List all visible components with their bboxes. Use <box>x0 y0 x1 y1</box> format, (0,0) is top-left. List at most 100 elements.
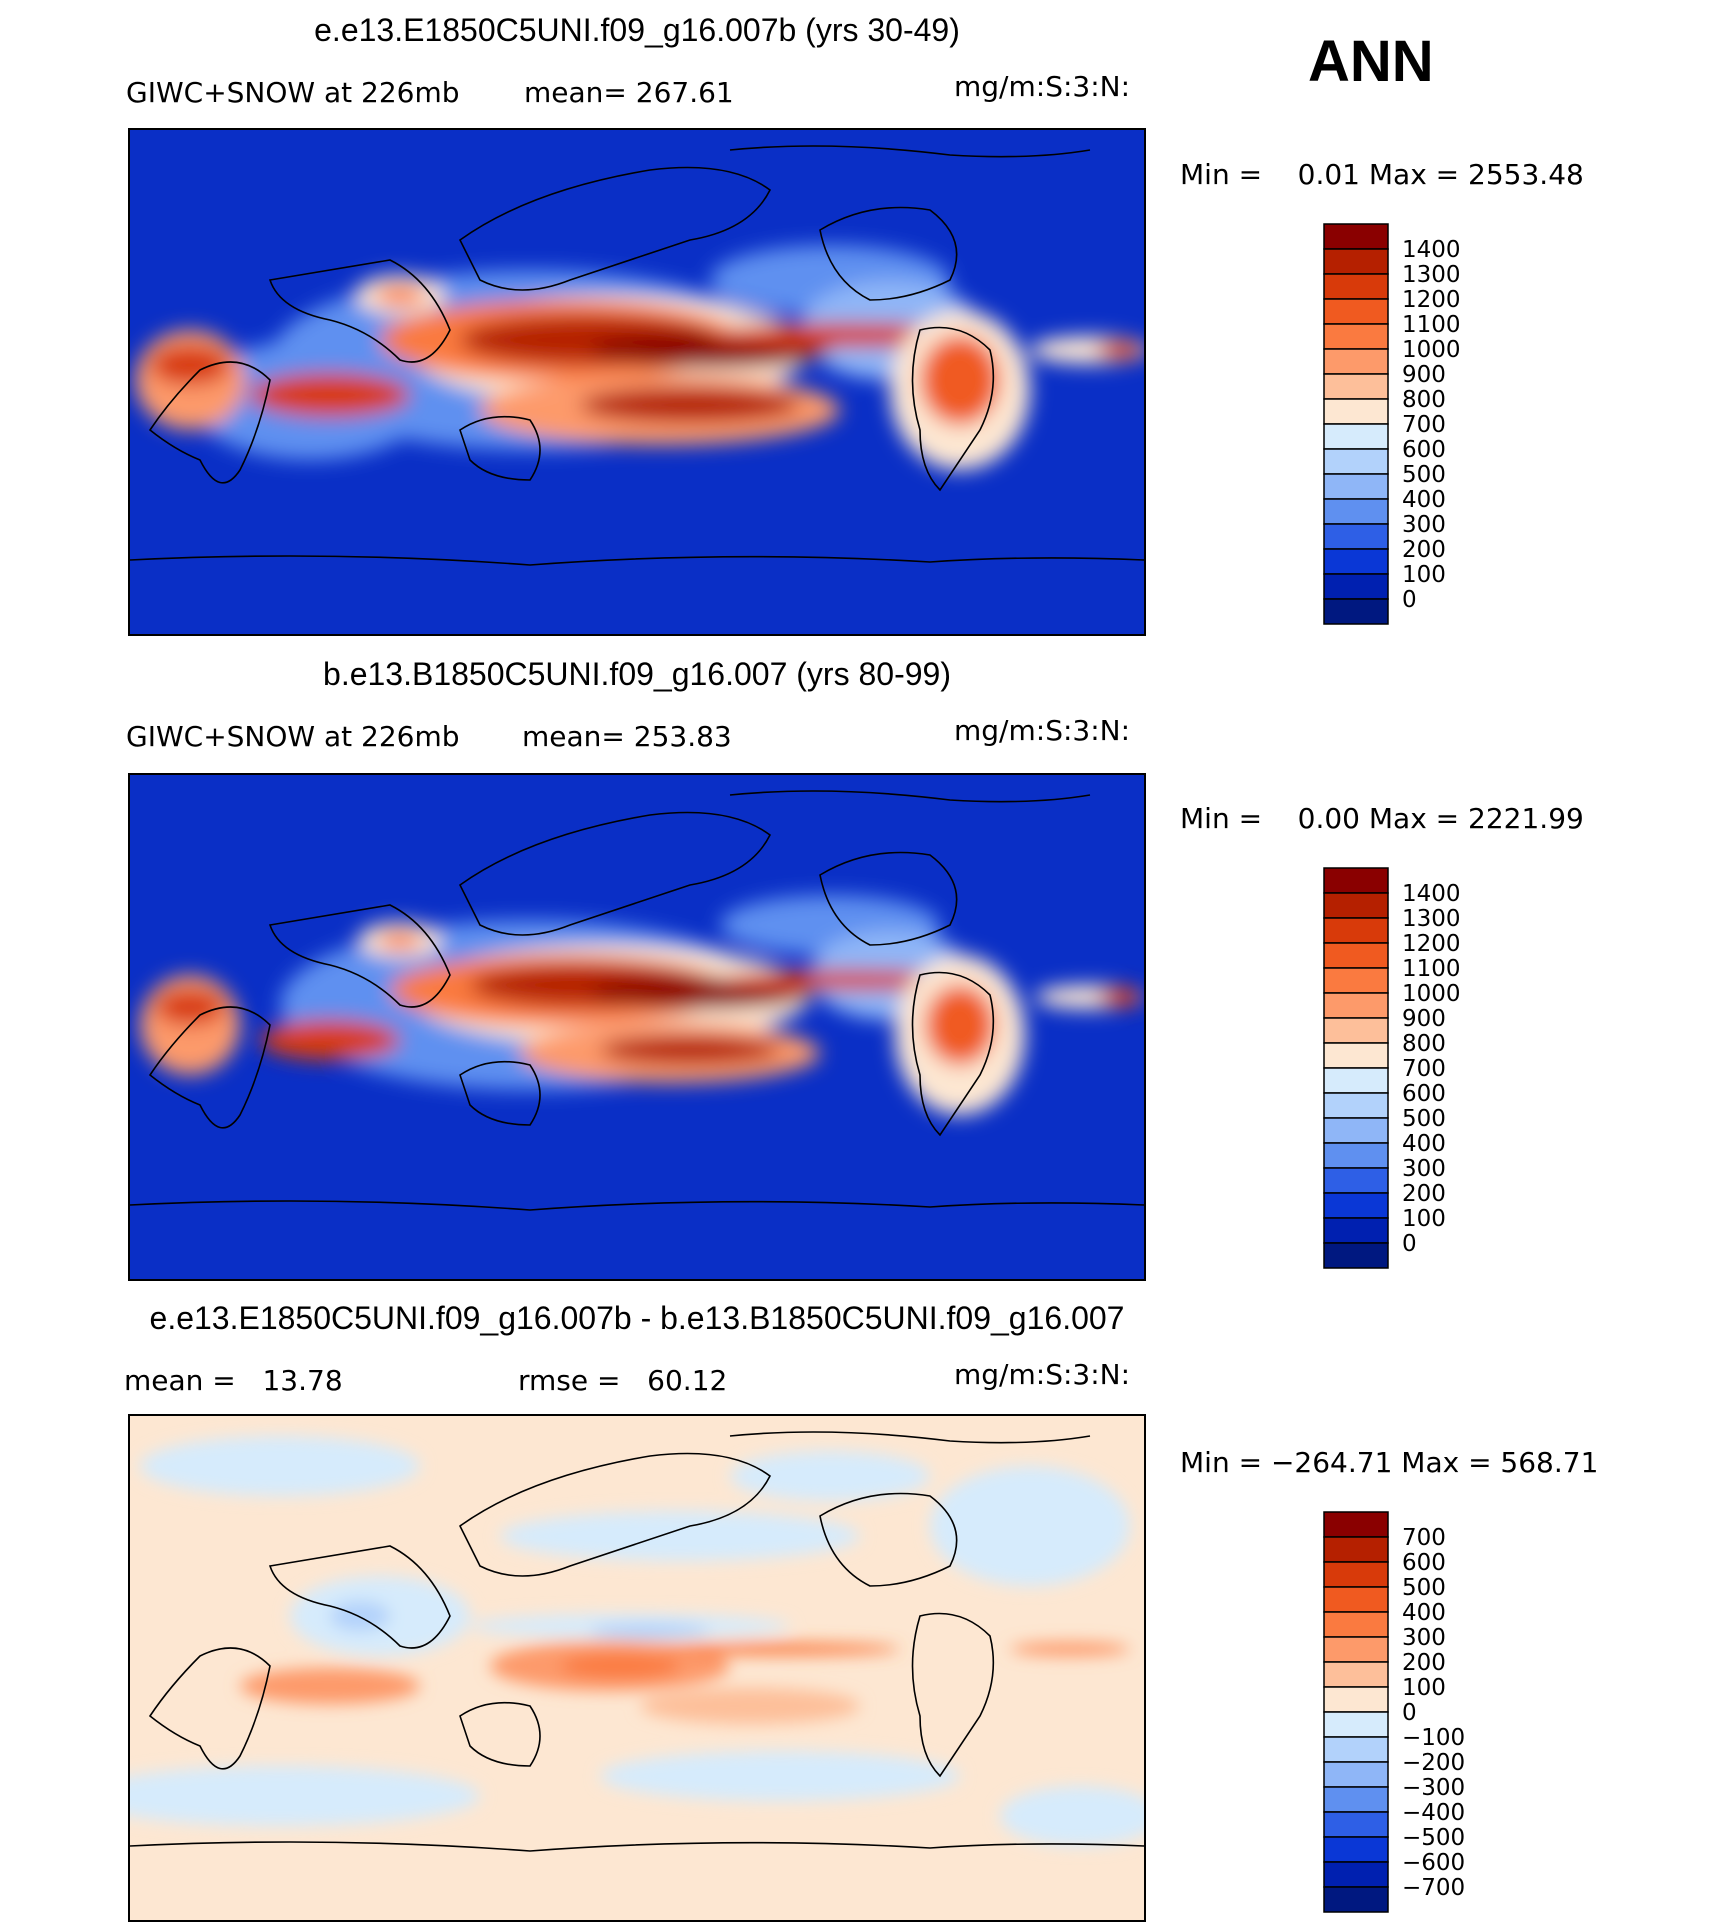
season-label: ANN <box>1308 29 1434 94</box>
colorbar-swatch <box>1323 323 1389 350</box>
colorbar-swatch <box>1323 867 1389 894</box>
colorbar-tick-label: 400 <box>1402 1600 1446 1626</box>
colorbar-tick-label: 0 <box>1402 1231 1417 1257</box>
colorbar-tick-label: 400 <box>1402 487 1446 513</box>
colorbar-tick-label: 100 <box>1402 562 1446 588</box>
colorbar-swatch <box>1323 1167 1389 1194</box>
colorbar-tick-label: 1100 <box>1402 956 1461 982</box>
colorbar-tick-label: 400 <box>1402 1131 1446 1157</box>
colorbar-swatch <box>1323 942 1389 969</box>
colorbar-swatch <box>1323 1192 1389 1219</box>
colorbar-tick-label: −400 <box>1402 1800 1465 1826</box>
colorbar-tick-label: 1000 <box>1402 981 1461 1007</box>
colorbar-tick-label: −600 <box>1402 1850 1465 1876</box>
colorbar-tick-label: −200 <box>1402 1750 1465 1776</box>
colorbar-swatch <box>1323 1217 1389 1244</box>
colorbar-swatch <box>1323 248 1389 275</box>
colorbar-tick-label: 1200 <box>1402 931 1461 957</box>
colorbar-swatch <box>1323 1836 1389 1863</box>
colorbar-tick-label: 100 <box>1402 1675 1446 1701</box>
colorbar-tick-label: 800 <box>1402 1031 1446 1057</box>
colorbar-swatch <box>1323 1611 1389 1638</box>
colorbar-tick-label: 700 <box>1402 412 1446 438</box>
colorbar-swatch <box>1323 1811 1389 1838</box>
colorbar-swatch <box>1323 598 1389 625</box>
colorbar-swatch <box>1323 1067 1389 1094</box>
colorbar-swatch <box>1323 917 1389 944</box>
colorbar-tick-label: 200 <box>1402 1181 1446 1207</box>
colorbar-swatch <box>1323 1786 1389 1813</box>
colorbar-swatch <box>1323 348 1389 375</box>
colorbar-tick-label: −700 <box>1402 1875 1465 1901</box>
colorbar-swatch <box>1323 1242 1389 1269</box>
colorbar-swatch <box>1323 967 1389 994</box>
colorbar-swatch <box>1323 992 1389 1019</box>
colorbar-tick-label: 200 <box>1402 537 1446 563</box>
colorbar-tick-label: 100 <box>1402 1206 1446 1232</box>
panel-2-minmax: Min = 0.00 Max = 2221.99 <box>1180 802 1584 835</box>
colorbar-tick-label: −500 <box>1402 1825 1465 1851</box>
colorbar-swatch <box>1323 1711 1389 1738</box>
colorbar-tick-label: −100 <box>1402 1725 1465 1751</box>
panel-1-left-label: GIWC+SNOW at 226mb <box>126 76 460 109</box>
colorbar-tick-label: 300 <box>1402 1156 1446 1182</box>
panel-3-title: e.e13.E1850C5UNI.f09_g16.007b - b.e13.B1… <box>149 1300 1125 1336</box>
panel-2-title: b.e13.B1850C5UNI.f09_g16.007 (yrs 80-99) <box>323 656 951 692</box>
panel-3-mean-label: mean = 13.78 <box>124 1364 343 1397</box>
colorbar-swatch <box>1323 1561 1389 1588</box>
panel-2-colorbar: 1400 1300 1200 1100 1000 900 800 700 600 500 400 30… <box>1323 867 1461 1269</box>
colorbar-tick-label: 700 <box>1402 1056 1446 1082</box>
colorbar-swatch <box>1323 523 1389 550</box>
panel-1-units: mg/m:S:3:N: <box>954 70 1131 103</box>
colorbar-swatch <box>1323 1636 1389 1663</box>
panel-3-minmax: Min = −264.71 Max = 568.71 <box>1180 1446 1599 1479</box>
colorbar-tick-label: 300 <box>1402 512 1446 538</box>
colorbar-tick-label: 1300 <box>1402 906 1461 932</box>
colorbar-tick-label: 1400 <box>1402 881 1461 907</box>
panel-3-map <box>128 1414 1146 1922</box>
colorbar-tick-label: 600 <box>1402 1550 1446 1576</box>
panel-2-map <box>128 773 1146 1281</box>
panel-1-title: e.e13.E1850C5UNI.f09_g16.007b (yrs 30-49… <box>314 12 960 48</box>
colorbar-swatch <box>1323 1886 1389 1913</box>
panel-2-mean-label: mean= 253.83 <box>522 720 732 753</box>
colorbar-swatch <box>1323 573 1389 600</box>
panel-1-mean-label: mean= 267.61 <box>524 76 734 109</box>
colorbar-swatch <box>1323 1661 1389 1688</box>
colorbar-swatch <box>1323 1736 1389 1763</box>
colorbar-tick-label: 600 <box>1402 1081 1446 1107</box>
colorbar-swatch <box>1323 1686 1389 1713</box>
colorbar-tick-label: 200 <box>1402 1650 1446 1676</box>
panel-3-colorbar: 700 600 500 400 300 200 100 0 −100 −200 −300 −400 −5… <box>1323 1511 1465 1913</box>
colorbar-swatch <box>1323 273 1389 300</box>
colorbar-tick-label: 700 <box>1402 1525 1446 1551</box>
colorbar-tick-label: 600 <box>1402 437 1446 463</box>
colorbar-swatch <box>1323 1092 1389 1119</box>
colorbar-swatch <box>1323 298 1389 325</box>
colorbar-tick-label: 900 <box>1402 362 1446 388</box>
colorbar-swatch <box>1323 423 1389 450</box>
panel-2-units: mg/m:S:3:N: <box>954 714 1131 747</box>
colorbar-swatch <box>1323 1536 1389 1563</box>
colorbar-swatch <box>1323 1511 1389 1538</box>
colorbar-swatch <box>1323 448 1389 475</box>
colorbar-tick-label: 1400 <box>1402 237 1461 263</box>
colorbar-tick-label: 0 <box>1402 587 1417 613</box>
colorbar-tick-label: 900 <box>1402 1006 1446 1032</box>
colorbar-swatch <box>1323 548 1389 575</box>
colorbar-swatch <box>1323 373 1389 400</box>
panel-1-colorbar: 1400 1300 1200 1100 1000 900 800 700 600 500 400 30… <box>1323 223 1461 625</box>
colorbar-swatch <box>1323 1761 1389 1788</box>
colorbar-tick-label: 800 <box>1402 387 1446 413</box>
colorbar-tick-label: 500 <box>1402 1106 1446 1132</box>
colorbar-swatch <box>1323 498 1389 525</box>
colorbar-swatch <box>1323 1117 1389 1144</box>
colorbar-swatch <box>1323 1586 1389 1613</box>
colorbar-tick-label: 0 <box>1402 1700 1417 1726</box>
colorbar-swatch <box>1323 398 1389 425</box>
colorbar-swatch <box>1323 223 1389 250</box>
colorbar-swatch <box>1323 892 1389 919</box>
panel-1-minmax: Min = 0.01 Max = 2553.48 <box>1180 158 1584 191</box>
panel-3-units: mg/m:S:3:N: <box>954 1358 1131 1391</box>
colorbar-tick-label: 1100 <box>1402 312 1461 338</box>
